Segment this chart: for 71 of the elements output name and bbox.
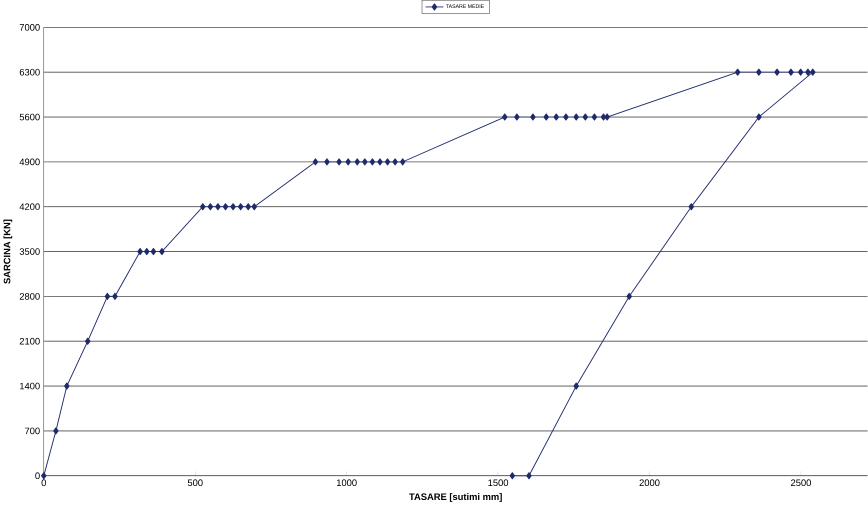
point	[582, 113, 588, 120]
y-axis-title: SARCINA [KN]	[3, 219, 12, 284]
point	[756, 113, 762, 120]
point	[502, 113, 508, 120]
point	[377, 158, 383, 166]
x-tick-label: 1000	[336, 479, 357, 486]
point	[573, 382, 580, 390]
point	[573, 113, 580, 120]
point	[64, 382, 70, 390]
point	[159, 248, 165, 255]
point	[384, 158, 390, 166]
point	[563, 113, 569, 120]
point	[112, 292, 118, 300]
point	[788, 68, 794, 76]
point	[104, 292, 110, 300]
point	[324, 158, 330, 166]
point	[370, 158, 376, 166]
point	[756, 68, 762, 76]
point	[510, 472, 516, 480]
point	[144, 248, 150, 255]
point	[592, 113, 598, 120]
y-tick-label: 4900	[20, 158, 40, 166]
y-tick-label: 3500	[20, 248, 40, 255]
point	[543, 113, 550, 120]
x-tick-label: 2000	[640, 479, 660, 486]
point	[530, 113, 536, 120]
point	[362, 158, 368, 166]
y-tick-label: 2800	[20, 292, 40, 300]
point	[734, 68, 740, 76]
y-tick-label: 6300	[20, 68, 40, 76]
point	[150, 248, 156, 255]
point	[222, 202, 228, 210]
point	[354, 158, 360, 166]
point	[336, 158, 342, 166]
point	[200, 202, 206, 210]
point	[514, 113, 520, 120]
point	[798, 68, 804, 76]
y-tick-label: 7000	[20, 24, 40, 31]
point	[604, 113, 610, 120]
y-tick-label: 2100	[20, 338, 40, 344]
point	[626, 292, 632, 300]
x-tick-label: 500	[188, 479, 203, 486]
y-tick-label: 5600	[20, 114, 40, 120]
point	[810, 68, 816, 76]
point	[805, 68, 811, 76]
x-tick-label: 2500	[791, 479, 811, 486]
point	[230, 202, 236, 210]
y-tick-label: 4200	[20, 203, 40, 210]
point	[238, 202, 244, 210]
y-tick-label: 1400	[20, 382, 40, 390]
point	[245, 202, 252, 210]
point	[312, 158, 318, 166]
point	[53, 427, 59, 434]
point	[345, 158, 351, 166]
y-tick-label: 700	[24, 427, 40, 434]
point	[84, 337, 91, 345]
point	[553, 113, 560, 120]
x-tick-label: 1500	[488, 479, 508, 486]
point	[215, 202, 221, 210]
x-tick-label: 0	[42, 479, 46, 486]
point	[251, 202, 258, 210]
point	[526, 472, 532, 480]
point	[137, 248, 143, 255]
point	[392, 158, 398, 166]
point	[774, 68, 780, 76]
y-tick-label: 0	[35, 472, 40, 479]
point	[400, 158, 406, 166]
x-axis-title: TASARE [sutimi mm]	[409, 492, 502, 502]
point	[208, 202, 214, 210]
point	[40, 472, 47, 480]
point	[688, 202, 694, 210]
